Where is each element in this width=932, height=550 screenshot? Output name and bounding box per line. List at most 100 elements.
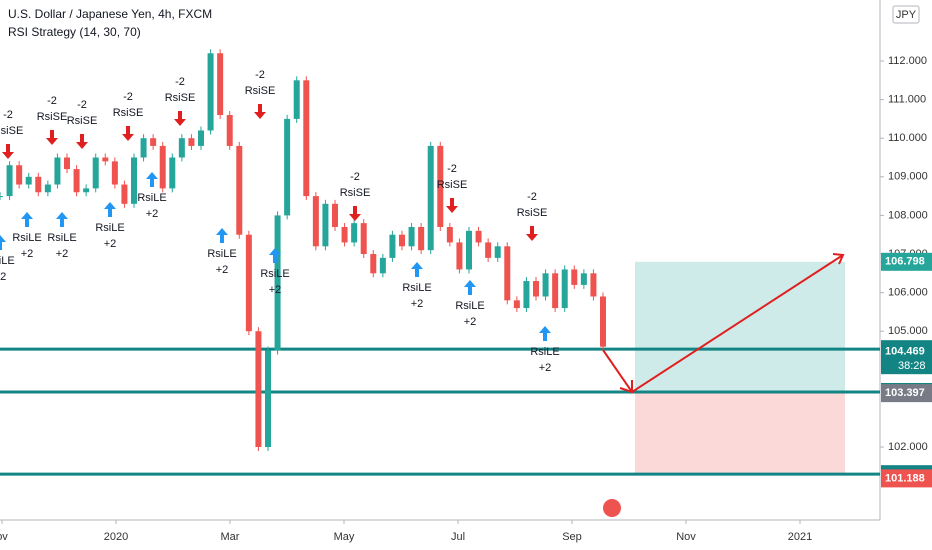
candle [399, 234, 405, 247]
signal-qty: -2 [77, 99, 87, 111]
buy-arrow [146, 172, 158, 187]
signal-qty: -2 [175, 76, 185, 88]
currency-label[interactable]: JPY [896, 9, 917, 21]
candle [140, 138, 147, 158]
candle [552, 273, 559, 309]
candle [494, 246, 501, 258]
y-tick-label: 109.000 [888, 171, 928, 183]
candle [92, 157, 99, 189]
event-icon[interactable] [603, 499, 621, 517]
countdown-tag [881, 358, 932, 375]
signal-label: RsiSE [340, 187, 371, 199]
buy-arrow [104, 202, 116, 217]
candle [322, 203, 329, 247]
sell-arrow [2, 144, 14, 159]
candle [217, 53, 224, 116]
candle [485, 242, 492, 258]
signal-label: RsiLE [402, 282, 431, 294]
candle [533, 281, 539, 297]
price-tag [881, 252, 932, 271]
y-tick-label: 108.000 [888, 209, 928, 221]
buy-arrow [464, 280, 476, 295]
x-tick-label: Mar [221, 531, 240, 543]
signal-qty: +2 [56, 248, 69, 260]
signal-qty: +2 [464, 316, 477, 328]
candle [159, 145, 166, 189]
candle [312, 196, 319, 247]
candle [121, 184, 128, 204]
signal-label: RsiSE [245, 85, 276, 97]
candle [150, 138, 157, 146]
candle [600, 296, 606, 347]
price-tag [881, 384, 932, 403]
signal-qty: -2 [255, 69, 265, 81]
candle [466, 230, 472, 270]
candle [198, 130, 204, 146]
candle [427, 145, 434, 251]
candle [284, 118, 291, 216]
candle [504, 246, 511, 301]
signal-label: RsiLE [47, 232, 76, 244]
signal-qty: +2 [269, 284, 282, 296]
y-tick-label: 110.000 [888, 132, 927, 144]
arrow-head [619, 380, 633, 394]
signal-label: RsiSE [67, 115, 98, 127]
candle [408, 226, 415, 247]
candle [360, 223, 367, 255]
signal-qty: +2 [216, 264, 229, 276]
y-tick-label: 102.000 [888, 441, 928, 453]
candle [131, 157, 137, 204]
signal-qty: -2 [123, 91, 133, 103]
candle [169, 157, 176, 189]
candle [332, 203, 338, 227]
currency-button[interactable] [892, 5, 920, 24]
signal-label: RsiSE [37, 111, 68, 123]
candle [83, 188, 90, 193]
candle [590, 273, 597, 297]
signal-label: RsiLE [455, 300, 484, 312]
buy-arrow [269, 248, 281, 263]
x-tick-label: Nov [676, 531, 696, 543]
signal-label: RsiSE [113, 107, 144, 119]
candle [542, 273, 549, 297]
candle [370, 254, 377, 274]
arrow-head [832, 253, 845, 265]
signal-label: RsiSE [517, 207, 548, 219]
candle [102, 157, 109, 162]
candle [255, 331, 262, 448]
candle [303, 80, 310, 197]
price-tag-label: 104.469 [885, 346, 925, 358]
candle [64, 157, 70, 170]
signal-label: RsiLE [260, 268, 289, 280]
sell-arrow [254, 104, 266, 119]
candle [351, 223, 358, 243]
candle [561, 269, 568, 309]
signal-qty: -2 [3, 109, 13, 121]
x-tick-label: May [334, 531, 355, 543]
signal-label: RsiLE [12, 232, 41, 244]
buy-arrow [56, 212, 68, 227]
signal-label: RsiSE [437, 179, 468, 191]
signal-qty: +2 [104, 238, 117, 250]
sell-arrow [174, 111, 186, 126]
sell-arrow [46, 130, 58, 145]
x-tick-label: Sep [562, 531, 582, 543]
signal-qty: +2 [539, 362, 552, 374]
signal-qty: +2 [0, 271, 6, 283]
candle [178, 138, 185, 158]
sell-arrow [122, 126, 134, 141]
x-tick-label: 2021 [788, 531, 812, 543]
sell-arrow [76, 134, 88, 149]
price-tag-label: 106.798 [885, 256, 925, 268]
signal-label: RsiLE [95, 222, 124, 234]
signal-qty: -2 [350, 171, 360, 183]
x-tick-label: 2020 [104, 531, 128, 543]
candle [437, 145, 444, 227]
candle [236, 145, 243, 235]
x-tick-label: ov [0, 531, 8, 543]
signal-qty: +2 [146, 208, 159, 220]
candle [73, 169, 80, 193]
candle [207, 53, 214, 131]
